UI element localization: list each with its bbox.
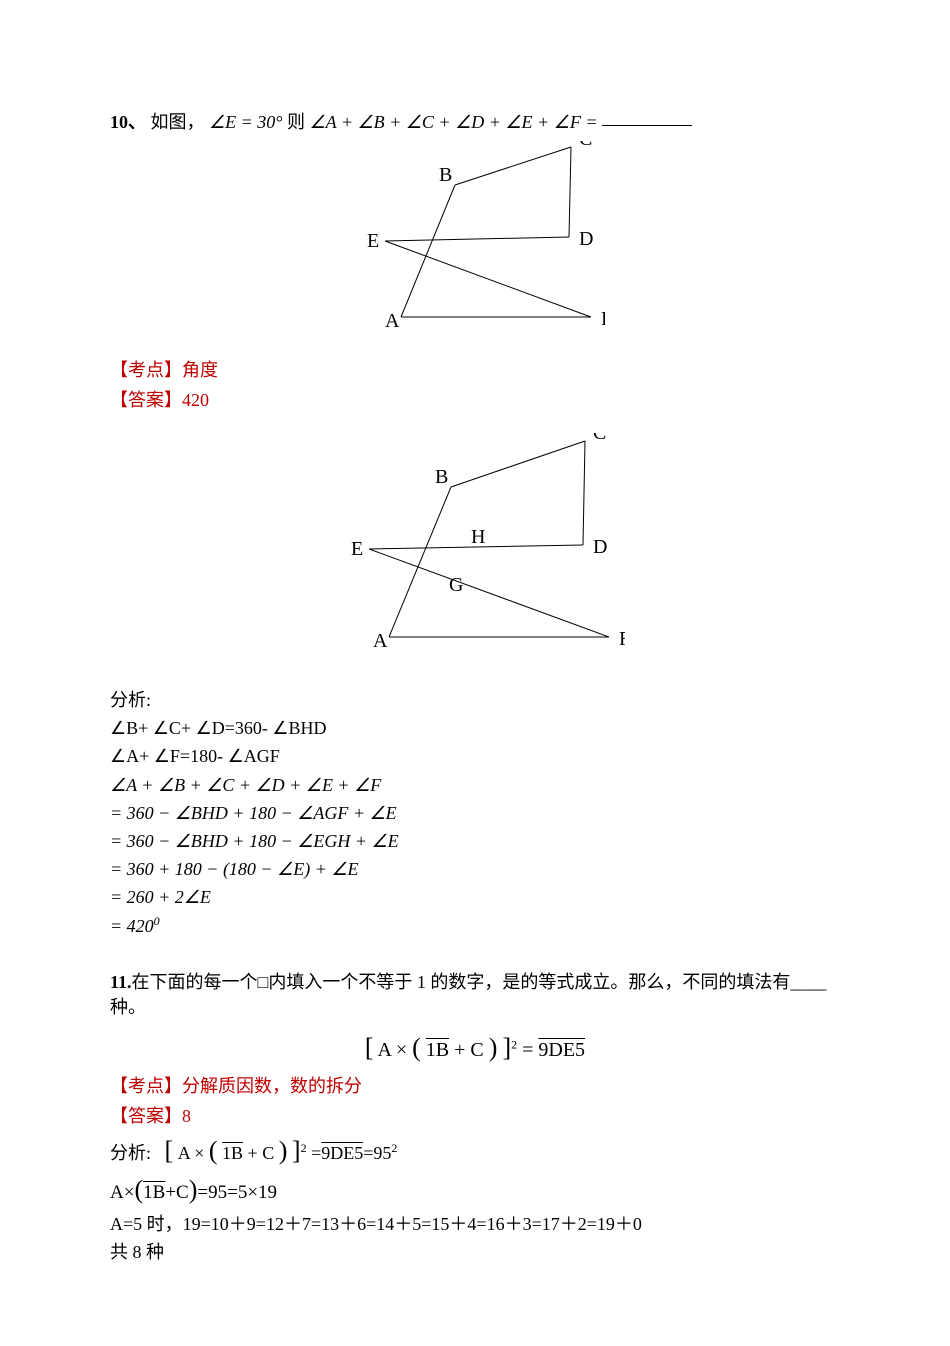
svg-text:D: D xyxy=(579,228,593,250)
q10-stem: 10、 如图， ∠E = 30° 则 ∠A + ∠B + ∠C + ∠D + ∠… xyxy=(110,110,840,135)
q11-a1-C: C xyxy=(262,1143,274,1163)
q11-a1-sq2: 2 xyxy=(391,1141,397,1155)
q11-stem-text: 在下面的每一个□内填入一个不等于 1 的数字，是的等式成立。那么，不同的填法有_… xyxy=(110,972,826,1017)
q10-figure1: A B C D E F xyxy=(345,141,605,341)
svg-text:G: G xyxy=(449,574,463,596)
q11-a1-A: A xyxy=(178,1143,190,1163)
q10-angle-e: ∠E = 30° xyxy=(209,112,283,132)
q10-daan-value: 420 xyxy=(182,390,209,410)
svg-text:A: A xyxy=(373,630,388,652)
q11-kaodian: 【考点】分解质因数，数的拆分 xyxy=(110,1074,840,1099)
q10-analysis-label: 分析: xyxy=(110,688,840,713)
q11-analysis-line4: 共 8 种 xyxy=(110,1240,840,1265)
q11-analysis-line2: A×(1B+C)=95=5×19 xyxy=(110,1172,840,1208)
q11-a1-rhs: =9DE5=95 xyxy=(311,1143,391,1163)
q10-figure2-wrap: A B C D E F H G xyxy=(110,433,840,670)
q11-stem: 11.在下面的每一个□内填入一个不等于 1 的数字，是的等式成立。那么，不同的填… xyxy=(110,970,840,1020)
f-eq: = xyxy=(522,1039,533,1061)
q11-daan-value: 8 xyxy=(182,1106,191,1126)
q10-analysis-row-3: = 360 − ∠BHD + 180 − ∠AGF + ∠E xyxy=(110,801,840,826)
q11-step4-chain: 19=10＋9=12＋7=13＋6=14＋5=15＋4=16＋3=17＋2=19… xyxy=(183,1214,642,1234)
q11-step4-prefix: A=5 时， xyxy=(110,1214,183,1234)
svg-text:F: F xyxy=(619,628,625,650)
svg-text:E: E xyxy=(351,538,363,560)
svg-text:F: F xyxy=(601,308,605,330)
q11-number: 11. xyxy=(110,972,132,992)
q10-analysis-row-0: ∠B+ ∠C+ ∠D=360- ∠BHD xyxy=(110,716,840,741)
q11-a1-sq: 2 xyxy=(301,1141,307,1155)
svg-text:H: H xyxy=(471,526,485,548)
q10-deg-sup: 0 xyxy=(154,914,160,928)
f-plus: + xyxy=(454,1039,465,1061)
q11-a1-plus: + xyxy=(248,1143,258,1163)
svg-text:C: C xyxy=(593,433,606,444)
q11-daan: 【答案】8 xyxy=(110,1104,840,1129)
q10-prefix: 如图， xyxy=(151,112,205,132)
q10-figure2: A B C D E F H G xyxy=(325,433,625,663)
q10-number: 10 xyxy=(110,112,128,132)
q10-blank xyxy=(602,125,692,126)
q11-block: 11.在下面的每一个□内填入一个不等于 1 的数字，是的等式成立。那么，不同的填… xyxy=(110,970,840,1265)
q10-analysis-row-7: = 4200 xyxy=(110,913,840,939)
svg-text:B: B xyxy=(435,466,448,488)
f-9de5: 9DE5 xyxy=(538,1039,585,1061)
svg-text:E: E xyxy=(367,230,379,252)
q11-analysis-line1: 分析: [ A × ( 1B + C ) ]2 =9DE5=952 xyxy=(110,1133,840,1169)
q10-kaodian: 【考点】角度 xyxy=(110,358,840,383)
q10-daan: 【答案】420 xyxy=(110,388,840,413)
q11-daan-label: 【答案】 xyxy=(110,1106,182,1126)
q10-sep: 、 xyxy=(128,112,146,132)
q10-analysis-row-2: ∠A + ∠B + ∠C + ∠D + ∠E + ∠F xyxy=(110,773,840,798)
f-times: × xyxy=(396,1039,407,1061)
q11-kaodian-label: 【考点】 xyxy=(110,1076,182,1096)
f-A: A xyxy=(378,1039,391,1061)
page: 10、 如图， ∠E = 30° 则 ∠A + ∠B + ∠C + ∠D + ∠… xyxy=(0,0,950,1308)
q11-analysis: 分析: [ A × ( 1B + C ) ]2 =9DE5=952 A×(1B+… xyxy=(110,1133,840,1265)
q10-sum-expr: ∠A + ∠B + ∠C + ∠D + ∠E + ∠F = xyxy=(310,112,598,132)
q10-analysis: 分析: ∠B+ ∠C+ ∠D=360- ∠BHD ∠A+ ∠F=180- ∠AG… xyxy=(110,688,840,940)
q10-analysis-final-val: = 420 xyxy=(110,916,154,936)
f-1B: 1B xyxy=(426,1039,449,1061)
q10-analysis-row-6: = 260 + 2∠E xyxy=(110,885,840,910)
q11-formula: [ A × ( 1B + C ) ]2 = 9DE5 xyxy=(110,1030,840,1066)
svg-text:C: C xyxy=(579,141,592,150)
q11-analysis-label: 分析: xyxy=(110,1143,151,1163)
q11-a1-times: × xyxy=(194,1143,204,1163)
svg-text:B: B xyxy=(439,164,452,186)
q11-analysis-line3: A=5 时，19=10＋9=12＋7=13＋6=14＋5=15＋4=16＋3=1… xyxy=(110,1212,840,1237)
q10-daan-label: 【答案】 xyxy=(110,390,182,410)
q10-figure1-wrap: A B C D E F xyxy=(110,141,840,348)
svg-text:A: A xyxy=(385,310,400,332)
svg-text:D: D xyxy=(593,536,607,558)
q10-analysis-row-5: = 360 + 180 − (180 − ∠E) + ∠E xyxy=(110,857,840,882)
q11-a1-1B: 1B xyxy=(222,1143,243,1163)
q11-kaodian-value: 分解质因数，数的拆分 xyxy=(182,1076,362,1096)
q10-kaodian-label: 【考点】 xyxy=(110,360,182,380)
f-sq: 2 xyxy=(511,1037,517,1051)
q10-analysis-row-4: = 360 − ∠BHD + 180 − ∠EGH + ∠E xyxy=(110,829,840,854)
q10-mid: 则 xyxy=(287,112,310,132)
q10-analysis-row-1: ∠A+ ∠F=180- ∠AGF xyxy=(110,744,840,769)
q10-kaodian-value: 角度 xyxy=(182,360,218,380)
f-C: C xyxy=(470,1039,483,1061)
